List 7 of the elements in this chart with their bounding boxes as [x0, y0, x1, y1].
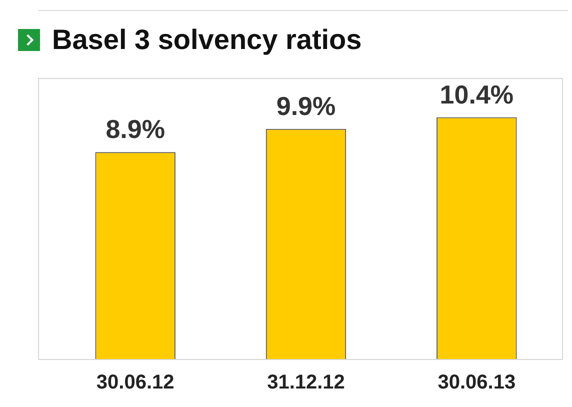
chart-title: Basel 3 solvency ratios: [52, 24, 362, 56]
data-label: 10.4%: [440, 79, 514, 110]
x-tick-label: 30.06.12: [96, 372, 174, 394]
data-label: 8.9%: [106, 114, 165, 144]
x-tick-label: 31.12.12: [267, 372, 345, 394]
x-tick-label: 30.06.13: [438, 372, 516, 394]
data-label: 9.9%: [276, 90, 336, 121]
